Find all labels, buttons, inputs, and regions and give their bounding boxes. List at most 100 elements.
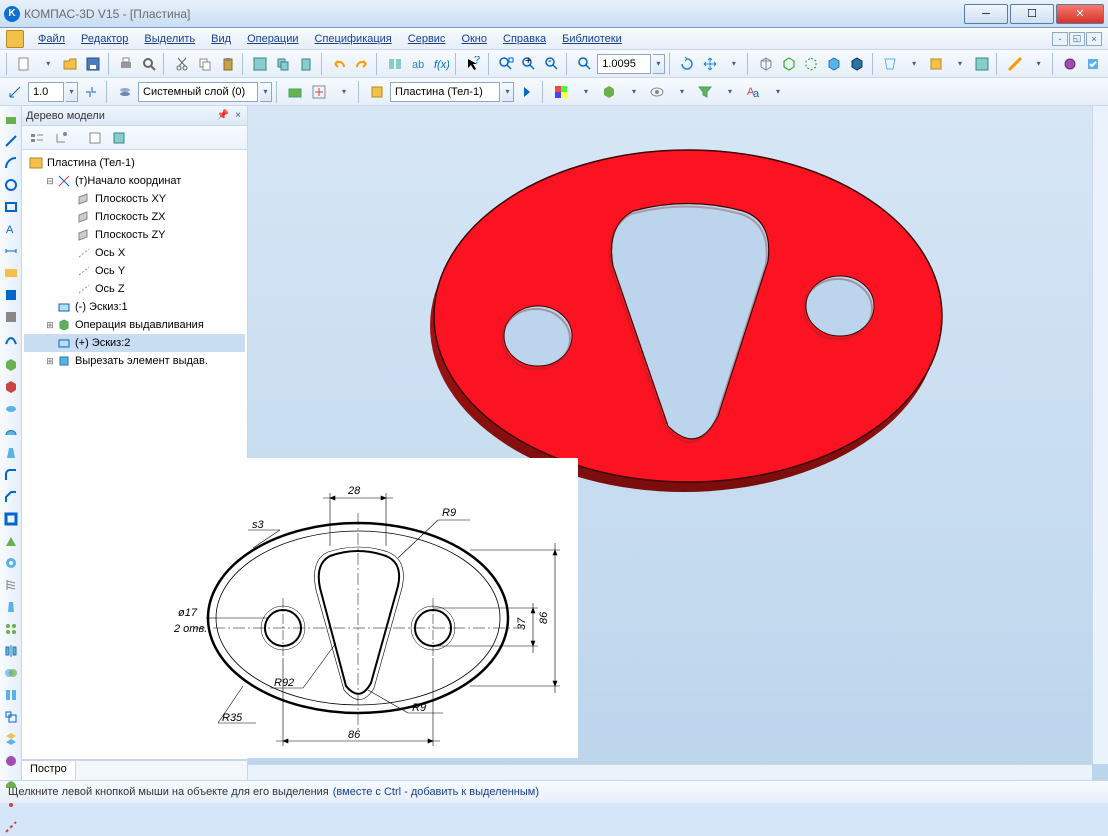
tree-tb4-icon[interactable]	[108, 127, 130, 149]
tree-axis-x[interactable]: Ось X	[24, 244, 245, 262]
copy-props-icon[interactable]	[273, 53, 294, 75]
canvas[interactable]: 28 R9 R9 R92 R35 s3 ø17 2 отв. 37 86 86	[248, 106, 1108, 780]
render-icon[interactable]	[971, 53, 992, 75]
zoom-dd[interactable]: ▾	[653, 54, 664, 74]
zoom-in-icon[interactable]: +	[519, 53, 540, 75]
annotate-dd[interactable]	[766, 81, 788, 103]
props-icon[interactable]	[250, 53, 271, 75]
undo-icon[interactable]	[328, 53, 349, 75]
tree-plane-zx[interactable]: Плоскость ZX	[24, 208, 245, 226]
lt-sweep-icon[interactable]	[2, 422, 20, 440]
shaded-edge-icon[interactable]	[847, 53, 868, 75]
mdi-restore-icon[interactable]: ◱	[1069, 32, 1085, 46]
v-scrollbar[interactable]	[1092, 106, 1108, 764]
lt-rib-icon[interactable]	[2, 532, 20, 550]
annotate-icon[interactable]: Aa	[742, 81, 764, 103]
tree-sketch2[interactable]: (+) Эскиз:2	[24, 334, 245, 352]
preview-icon[interactable]	[138, 53, 159, 75]
lt-body-icon[interactable]	[2, 752, 20, 770]
panel-tab-build[interactable]: Постро	[22, 761, 76, 780]
layer-input[interactable]	[138, 82, 258, 102]
vars-icon[interactable]: ab	[407, 53, 428, 75]
lt-curve-icon[interactable]	[2, 330, 20, 348]
lt-boss-icon[interactable]	[2, 356, 20, 374]
tree-tb3-icon[interactable]	[84, 127, 106, 149]
copy-icon[interactable]	[194, 53, 215, 75]
tree-plane-xy[interactable]: Плоскость XY	[24, 190, 245, 208]
lt-hole-icon[interactable]	[2, 554, 20, 572]
part-dd[interactable]: ▾	[502, 82, 514, 102]
lt-text-icon[interactable]	[2, 264, 20, 282]
pan-icon[interactable]	[699, 53, 720, 75]
sketch2-dd[interactable]	[332, 81, 354, 103]
help-cursor-icon[interactable]: ?	[463, 53, 484, 75]
lt-chamfer-icon[interactable]	[2, 488, 20, 506]
lt-shell-icon[interactable]	[2, 510, 20, 528]
filter-dd[interactable]	[718, 81, 740, 103]
scale-icon[interactable]	[4, 81, 26, 103]
tree-axis-y[interactable]: Ось Y	[24, 262, 245, 280]
tree-plane-zy[interactable]: Плоскость ZY	[24, 226, 245, 244]
lt-cut-icon[interactable]	[2, 378, 20, 396]
lt-arc-icon[interactable]	[2, 154, 20, 172]
zoom-input[interactable]	[597, 54, 651, 74]
menu-service[interactable]: Сервис	[400, 31, 454, 47]
menu-spec[interactable]: Спецификация	[307, 31, 400, 47]
color-icon[interactable]	[550, 81, 572, 103]
tree-root[interactable]: Пластина (Тел-1)	[24, 154, 245, 172]
tree-sketch1[interactable]: (-) Эскиз:1	[24, 298, 245, 316]
lt-dim-icon[interactable]	[2, 242, 20, 260]
perspective-icon[interactable]	[880, 53, 901, 75]
minimize-button[interactable]: ─	[964, 4, 1008, 24]
new-icon[interactable]	[14, 53, 35, 75]
lt-extrude-icon[interactable]	[2, 110, 20, 128]
scale-dd[interactable]: ▾	[66, 82, 78, 102]
lt-point-icon[interactable]	[2, 796, 20, 814]
iso-icon[interactable]	[755, 53, 776, 75]
redo-icon[interactable]	[351, 53, 372, 75]
new-dd[interactable]	[37, 53, 58, 75]
menu-libs[interactable]: Библиотеки	[554, 31, 630, 47]
rotate-icon[interactable]	[676, 53, 697, 75]
tree-axis-z[interactable]: Ось Z	[24, 280, 245, 298]
lt-draft-icon[interactable]	[2, 598, 20, 616]
tree-cutextrude[interactable]: ⊞Вырезать элемент выдав.	[24, 352, 245, 370]
menu-edit[interactable]: Редактор	[73, 31, 136, 47]
lt-pattern-icon[interactable]	[2, 620, 20, 638]
lt-bool-icon[interactable]	[2, 664, 20, 682]
part-input[interactable]	[390, 82, 500, 102]
rebuild-icon[interactable]	[1060, 53, 1081, 75]
menu-file[interactable]: Файл	[30, 31, 73, 47]
lt-loft-icon[interactable]	[2, 444, 20, 462]
shaded-icon[interactable]	[824, 53, 845, 75]
paste-props-icon[interactable]	[296, 53, 317, 75]
lt-fillet-icon[interactable]	[2, 466, 20, 484]
zoom-scale-icon[interactable]	[574, 53, 595, 75]
maximize-button[interactable]: ☐	[1010, 4, 1054, 24]
pin-icon[interactable]: 📌	[213, 110, 233, 121]
lt-face-icon[interactable]	[2, 308, 20, 326]
lt-circle-icon[interactable]	[2, 176, 20, 194]
lt-scale3d-icon[interactable]	[2, 708, 20, 726]
lt-combine-icon[interactable]	[2, 730, 20, 748]
panel-close-icon[interactable]: ×	[233, 110, 243, 121]
print-icon[interactable]	[115, 53, 136, 75]
menu-select[interactable]: Выделить	[136, 31, 203, 47]
hide-icon[interactable]	[646, 81, 668, 103]
sketch-icon[interactable]	[284, 81, 306, 103]
layer-icon[interactable]	[114, 81, 136, 103]
material-dd[interactable]	[622, 81, 644, 103]
tree-tb2-icon[interactable]	[50, 127, 72, 149]
menu-help[interactable]: Справка	[495, 31, 554, 47]
lt-axis-icon[interactable]	[2, 818, 20, 836]
libmgr-icon[interactable]	[384, 53, 405, 75]
check-icon[interactable]	[1083, 53, 1104, 75]
mdi-close-icon[interactable]: ×	[1086, 32, 1102, 46]
lt-rect-icon[interactable]	[2, 198, 20, 216]
h-scrollbar[interactable]	[248, 764, 1092, 780]
mdi-min-icon[interactable]: -	[1052, 32, 1068, 46]
lt-spline-icon[interactable]: A	[2, 220, 20, 238]
menu-view[interactable]: Вид	[203, 31, 239, 47]
sketch2-icon[interactable]	[308, 81, 330, 103]
material-icon[interactable]	[598, 81, 620, 103]
